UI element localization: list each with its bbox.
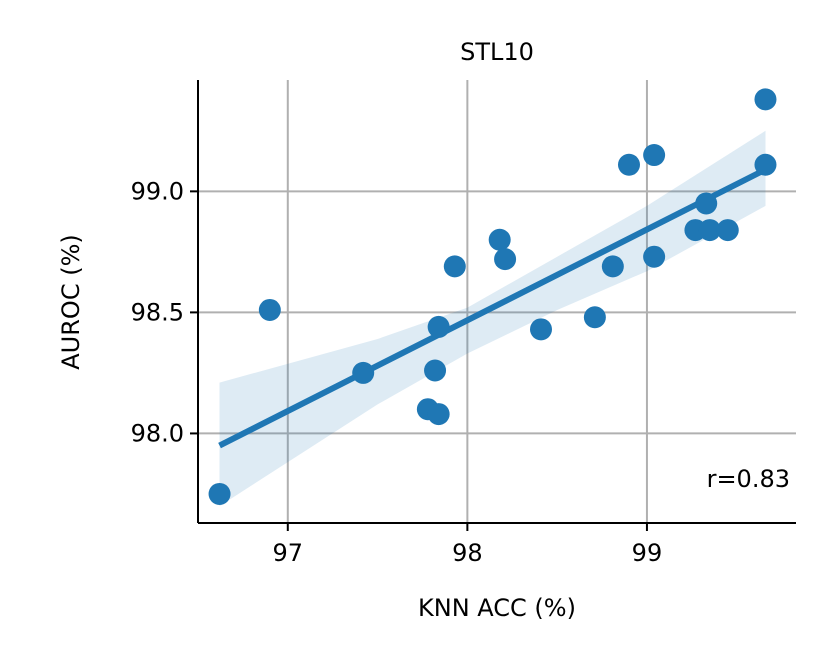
chart-title: STL10 (460, 38, 534, 66)
data-point (494, 248, 517, 271)
data-point (424, 359, 447, 382)
regression-line (218, 166, 767, 449)
x-tick-label: 97 (273, 539, 304, 567)
x-axis-label: KNN ACC (%) (418, 594, 576, 622)
regression-line-layer (218, 166, 767, 449)
data-point (695, 192, 718, 215)
ticks: 97 98 99 98.0 98.5 99.0 (131, 177, 663, 567)
data-point (427, 403, 450, 426)
data-point (427, 315, 450, 338)
confidence-band-layer (219, 130, 766, 507)
data-point (258, 298, 281, 321)
x-tick-label: 98 (452, 539, 483, 567)
data-point (601, 255, 624, 278)
data-point (208, 482, 231, 505)
x-tick-label: 99 (632, 539, 663, 567)
data-point (443, 255, 466, 278)
data-point (352, 361, 375, 384)
data-point (754, 88, 777, 111)
data-point (488, 228, 511, 251)
axes (197, 80, 796, 524)
data-point (698, 219, 721, 242)
data-point (643, 245, 666, 268)
data-point (617, 153, 640, 176)
data-point (716, 219, 739, 242)
correlation-annotation: r=0.83 (707, 465, 790, 493)
confidence-band (219, 130, 766, 507)
y-axis-label: AUROC (%) (57, 234, 85, 369)
y-tick-label: 98.5 (131, 298, 184, 326)
y-tick-label: 99.0 (131, 177, 184, 205)
data-point (754, 153, 777, 176)
y-tick-label: 98.0 (131, 419, 184, 447)
data-point (643, 144, 666, 167)
data-point (583, 306, 606, 329)
data-point (529, 318, 552, 341)
scatter-points (208, 88, 777, 505)
